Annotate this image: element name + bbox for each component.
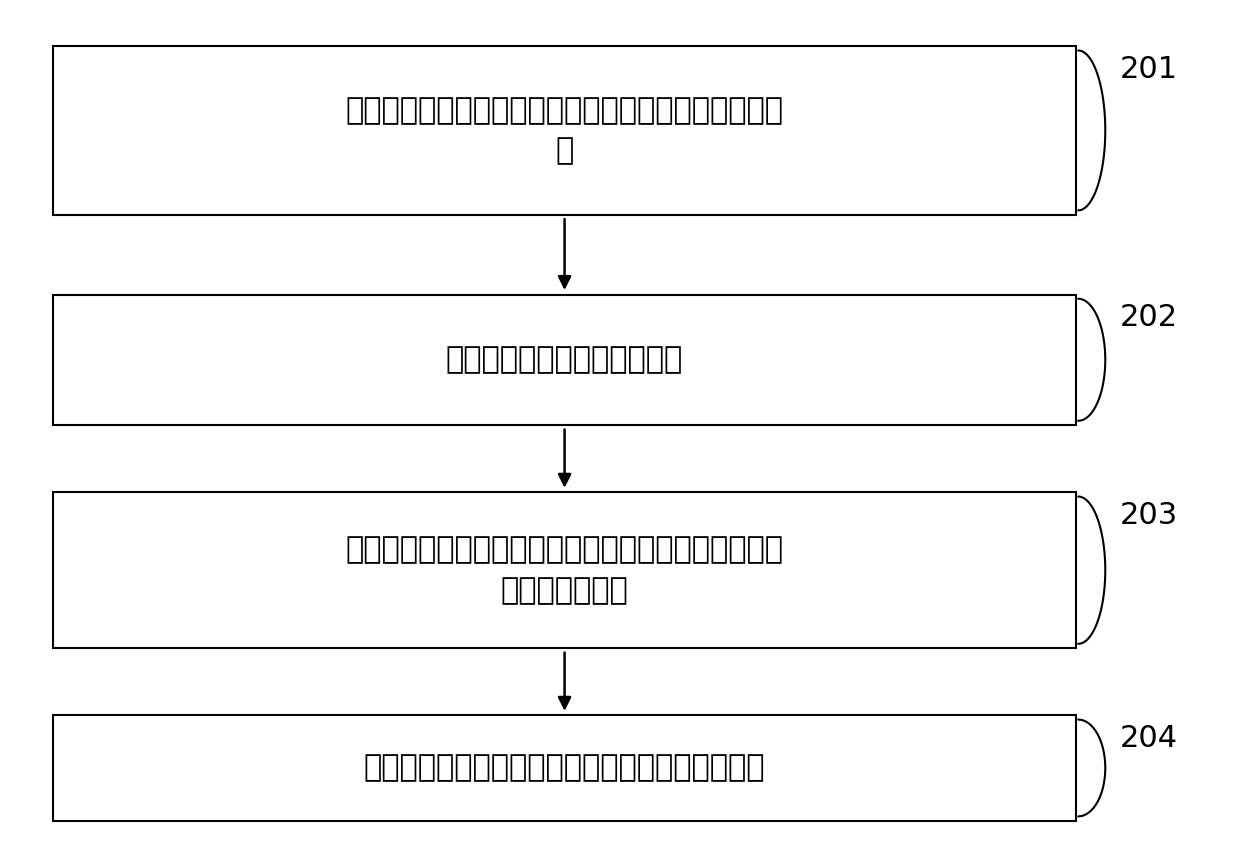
Bar bbox=[53, 46, 1076, 214]
Text: 根据当前剩余电量和当前位置信息判断是否达到启动增
程器的预设条件: 根据当前剩余电量和当前位置信息判断是否达到启动增 程器的预设条件 bbox=[346, 536, 784, 605]
Text: 204: 204 bbox=[1120, 724, 1178, 753]
Text: 202: 202 bbox=[1120, 303, 1178, 332]
Text: 201: 201 bbox=[1120, 54, 1178, 83]
Text: 接收车载导航系统发送的增程式电动汽车的当前位置信
息: 接收车载导航系统发送的增程式电动汽车的当前位置信 息 bbox=[346, 96, 784, 165]
Bar bbox=[53, 295, 1076, 425]
Text: 获取动力电池的当前剩余电量: 获取动力电池的当前剩余电量 bbox=[446, 345, 683, 374]
Bar bbox=[53, 716, 1076, 820]
Text: 若达到启动增程器的预设条件，则控制增程器启动: 若达到启动增程器的预设条件，则控制增程器启动 bbox=[363, 753, 765, 783]
Text: 203: 203 bbox=[1120, 501, 1178, 530]
Bar bbox=[53, 492, 1076, 648]
